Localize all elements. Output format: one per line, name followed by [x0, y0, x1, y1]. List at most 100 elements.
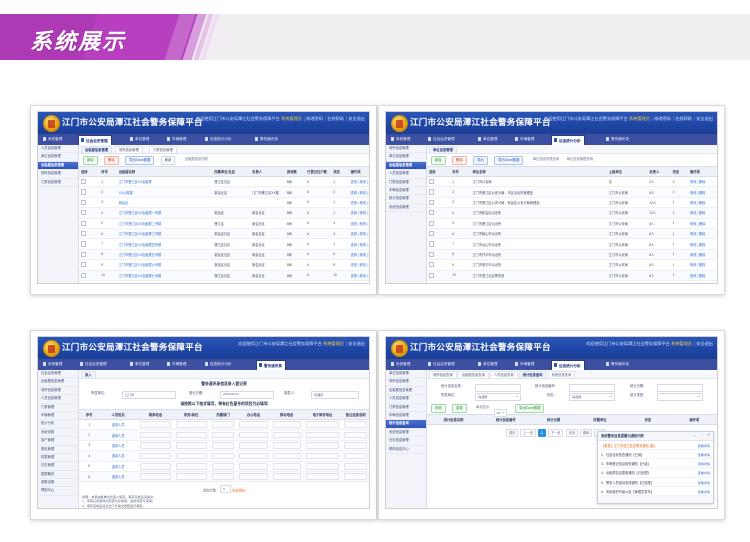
- cell-name[interactable]: 江门市蓬江区XX出租屋二号楼: [116, 218, 213, 229]
- cell-input-1[interactable]: [172, 461, 209, 472]
- cell-check[interactable]: [79, 249, 100, 261]
- table-row[interactable]: 9 江门市恩平市派出所 江门市公安局 8人 1 修改 | 删除: [427, 259, 717, 271]
- cell-check[interactable]: [427, 280, 451, 283]
- cell-input-2[interactable]: [208, 419, 237, 431]
- sidebar-item-1[interactable]: 单位信息管理: [38, 153, 78, 162]
- cell-name[interactable]: XX公寓楼: [116, 186, 213, 198]
- row-checkbox[interactable]: [81, 210, 87, 216]
- row-checkbox[interactable]: [429, 272, 435, 278]
- notification-detail-link[interactable]: 查看详情: [697, 453, 710, 458]
- cell-name[interactable]: 江门市蓬江区XX出租屋六号楼: [116, 259, 213, 271]
- sidebar-item-4[interactable]: 门禁信息管理: [38, 179, 78, 187]
- cell-actions[interactable]: 修改 | 删除: [687, 238, 717, 250]
- nav-tab-0[interactable]: 系统管理: [41, 360, 65, 369]
- pager-first[interactable]: 首页: [505, 429, 519, 437]
- maximize-icon[interactable]: ▫: [701, 433, 703, 438]
- cell-check[interactable]: [427, 259, 451, 271]
- row-checkbox[interactable]: [81, 189, 87, 195]
- cell-actions[interactable]: 修改 | 删除: [687, 218, 717, 229]
- nav-tab-2[interactable]: 单位管理: [476, 135, 500, 144]
- cell-input-5[interactable]: [302, 461, 342, 472]
- export-button[interactable]: 导出: [473, 156, 488, 165]
- cell-check[interactable]: [79, 259, 100, 271]
- sidebar-item-4[interactable]: 门禁信息管理: [386, 179, 426, 187]
- cell-actions[interactable]: 查看 | 修改 | 删除: [348, 228, 369, 240]
- cell-pick-person[interactable]: 选择人员: [98, 461, 137, 472]
- search-select-5[interactable]: [657, 392, 703, 401]
- query-button[interactable]: 查询: [431, 404, 446, 413]
- cell-actions[interactable]: 修改 | 删除: [687, 207, 717, 219]
- sidebar-item-7[interactable]: 系统信息管理: [386, 204, 426, 213]
- cell-name[interactable]: 江门市蓬江区XX出租屋一号楼: [116, 207, 213, 219]
- nav-tab-5[interactable]: 警务通讯录: [604, 135, 632, 144]
- cell-actions[interactable]: 查看 | 修改 | 删除: [348, 238, 369, 250]
- table-row[interactable]: 11江门市蓬江区XX出租屋八号楼新会区社区新会社区8间610查看 | 修改 | …: [79, 280, 369, 283]
- nav-tab-5[interactable]: 警务通讯录: [256, 360, 286, 371]
- table-row[interactable]: 2 江门市蓬江区公安分局、市区派出所管理处 江门市公安局 8人 1 修改 | 删除: [427, 186, 717, 198]
- pager-last[interactable]: 末页: [565, 429, 578, 437]
- search-input-0[interactable]: [475, 383, 521, 392]
- cell-pick-person[interactable]: 选择人员: [98, 419, 137, 431]
- cell-actions[interactable]: 修改 | 删除: [687, 176, 717, 188]
- cell-input-4[interactable]: [269, 429, 303, 441]
- row-checkbox[interactable]: [81, 220, 87, 226]
- sidebar-item-3[interactable]: 人员信息管理: [38, 395, 78, 404]
- link-change-password[interactable]: 修改密码: [654, 116, 671, 121]
- field-input-2[interactable]: 管理员: [311, 390, 359, 399]
- nav-tab-4[interactable]: 信息统计分析: [203, 360, 235, 369]
- link-help[interactable]: 在线帮助: [675, 116, 692, 121]
- cell-input-4[interactable]: [269, 450, 303, 462]
- crumb-2[interactable]: 门禁信息管理: [149, 146, 177, 155]
- field-input-0[interactable]: 江门市: [122, 390, 176, 399]
- close-icon[interactable]: ✕: [707, 433, 710, 438]
- link-help[interactable]: 在线帮助: [327, 116, 344, 121]
- cell-input-3[interactable]: [236, 461, 270, 472]
- add-button[interactable]: 新增: [431, 156, 446, 165]
- cell-input-5[interactable]: [302, 440, 342, 452]
- cell-actions[interactable]: 查看 | 修改 | 删除: [348, 197, 369, 209]
- cell-input-2[interactable]: [208, 440, 237, 452]
- nav-tab-2[interactable]: 单位管理: [128, 360, 152, 369]
- sidebar-item-12[interactable]: 数据备份: [38, 471, 78, 480]
- page-size-select[interactable]: 20: [493, 409, 507, 417]
- row-checkbox[interactable]: [429, 241, 435, 247]
- row-checkbox[interactable]: [429, 189, 435, 195]
- sidebar-item-10[interactable]: 权限管理: [38, 454, 78, 463]
- cell-check[interactable]: [79, 280, 100, 283]
- notification-detail-link[interactable]: 查看详情: [697, 471, 710, 476]
- sidebar-item-7[interactable]: 系统信息管理: [386, 429, 426, 438]
- sidebar-item-6[interactable]: 统计信息管理: [386, 195, 426, 204]
- cell-input-5[interactable]: [302, 429, 342, 441]
- row-checkbox[interactable]: [81, 241, 87, 247]
- crumb-1[interactable]: 场所信息管理: [115, 146, 143, 155]
- sidebar-item-0[interactable]: 场所信息管理: [386, 145, 426, 154]
- link-logout[interactable]: 安全退出: [696, 116, 713, 121]
- sidebar-item-3[interactable]: 场所信息管理: [38, 170, 78, 179]
- nav-tab-4[interactable]: 信息统计分析: [203, 135, 235, 144]
- row-checkbox[interactable]: [429, 210, 435, 216]
- cell-name[interactable]: 江门市蓬江区XX出租屋八号楼: [116, 280, 213, 283]
- cell-pick-person[interactable]: 选择人员: [98, 450, 137, 462]
- cell-actions[interactable]: 查看 | 修改 | 删除: [348, 249, 369, 261]
- cell-input-3[interactable]: [236, 429, 270, 441]
- notification-detail-link[interactable]: 查看详情: [697, 489, 710, 494]
- refresh-button[interactable]: 刷新: [160, 156, 176, 165]
- table-row[interactable]: 4 江门市新会区派出所 江门市公安局 12人 1 修改 | 删除: [427, 207, 717, 219]
- export-excel-button[interactable]: 导出Excel数据: [125, 156, 155, 165]
- notification-row-0[interactable]: 【紧急】江门市潭江社区警务通知 [新] 查看详情: [598, 441, 713, 451]
- table-row[interactable]: 1 江门市公安局无 2人 3 修改 | 删除: [427, 176, 717, 188]
- sidebar-item-13[interactable]: 参数设置: [38, 479, 78, 488]
- sidebar-item-7[interactable]: 系统设置: [38, 429, 78, 438]
- cell-name[interactable]: 江门市蓬江区XX出租屋: [116, 176, 213, 188]
- table-row[interactable]: 2 选择人员: [79, 429, 369, 441]
- cell-pick-person[interactable]: 选择人员: [98, 429, 137, 441]
- cell-name[interactable]: 江门市蓬江区XX出租屋七号楼: [116, 270, 213, 281]
- notification-row-4[interactable]: 5、警务人员培训安排通知【已处理】 查看详情: [598, 478, 713, 487]
- cell-input-6[interactable]: [341, 461, 369, 472]
- nav-tab-1[interactable]: 社会治安管理: [426, 360, 458, 369]
